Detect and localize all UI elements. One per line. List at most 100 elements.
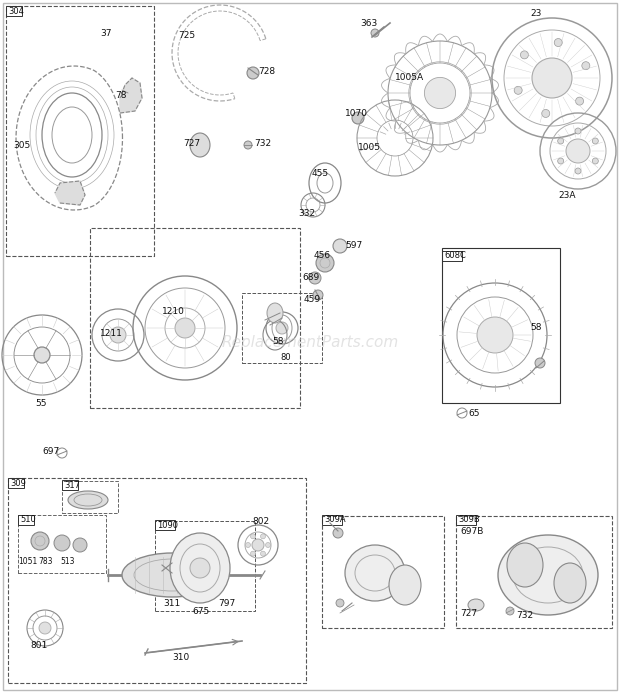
Text: 697: 697 (42, 446, 60, 455)
Text: 597: 597 (345, 240, 362, 249)
Text: 80: 80 (280, 353, 291, 362)
Text: 727: 727 (183, 139, 200, 148)
Circle shape (265, 543, 270, 547)
Circle shape (333, 528, 343, 538)
Circle shape (54, 535, 70, 551)
Circle shape (477, 317, 513, 353)
Text: 311: 311 (163, 599, 180, 608)
Circle shape (520, 51, 528, 59)
Text: 309B: 309B (458, 516, 480, 525)
Circle shape (592, 158, 598, 164)
Circle shape (554, 39, 562, 46)
Bar (322, 515, 342, 525)
Circle shape (250, 551, 255, 556)
Text: 675: 675 (192, 606, 210, 615)
Text: 309A: 309A (324, 516, 345, 525)
Circle shape (425, 78, 456, 109)
Circle shape (532, 58, 572, 98)
Text: 1005: 1005 (358, 143, 381, 152)
Text: 58: 58 (272, 337, 283, 346)
Bar (155, 521, 255, 611)
Circle shape (31, 532, 49, 550)
Circle shape (333, 239, 347, 253)
Circle shape (557, 158, 564, 164)
Ellipse shape (190, 133, 210, 157)
Circle shape (309, 272, 321, 284)
Circle shape (260, 534, 265, 539)
Bar (62, 481, 118, 513)
Circle shape (582, 62, 590, 70)
Polygon shape (120, 78, 142, 113)
Text: 459: 459 (304, 295, 321, 304)
Bar (442, 251, 462, 261)
Circle shape (247, 67, 259, 79)
Text: 725: 725 (178, 31, 195, 40)
Bar (6, 6, 22, 16)
Text: 1210: 1210 (162, 306, 185, 315)
Ellipse shape (170, 533, 230, 603)
Ellipse shape (468, 599, 484, 611)
Bar (456, 515, 476, 525)
Text: 727: 727 (460, 608, 477, 617)
Text: 317: 317 (64, 480, 80, 489)
Text: 732: 732 (254, 139, 271, 148)
Text: 78: 78 (115, 91, 126, 100)
Circle shape (34, 347, 50, 363)
Text: 455: 455 (312, 168, 329, 177)
Bar (322, 516, 444, 628)
Ellipse shape (68, 491, 108, 509)
Text: 310: 310 (172, 653, 189, 663)
Ellipse shape (507, 543, 543, 587)
Text: 1051: 1051 (18, 557, 37, 566)
Circle shape (244, 141, 252, 149)
Text: 1005A: 1005A (395, 73, 424, 82)
Bar (155, 520, 175, 530)
Text: 728: 728 (258, 67, 275, 76)
Bar (456, 516, 612, 628)
Circle shape (575, 97, 583, 105)
Ellipse shape (498, 535, 598, 615)
Ellipse shape (389, 565, 421, 605)
Text: 1070: 1070 (345, 109, 368, 118)
Text: 1211: 1211 (100, 328, 123, 337)
Bar (6, 6, 154, 256)
Text: 456: 456 (314, 250, 331, 259)
Circle shape (175, 318, 195, 338)
Text: 732: 732 (516, 611, 533, 620)
Text: 55: 55 (35, 398, 46, 407)
Text: 58: 58 (530, 324, 541, 333)
Circle shape (73, 538, 87, 552)
Text: 797: 797 (218, 599, 235, 608)
Text: ReplacementParts.com: ReplacementParts.com (221, 335, 399, 351)
Circle shape (425, 78, 455, 108)
Bar (62, 480, 78, 490)
Circle shape (110, 327, 126, 343)
Text: 363: 363 (360, 19, 377, 28)
Text: 23A: 23A (558, 191, 575, 200)
Text: 304: 304 (8, 6, 24, 15)
Circle shape (250, 534, 255, 539)
Text: 801: 801 (30, 640, 47, 649)
Text: 510: 510 (20, 516, 36, 525)
Ellipse shape (267, 303, 283, 323)
Circle shape (557, 138, 564, 144)
Circle shape (542, 109, 550, 117)
Bar (90, 228, 300, 408)
Bar (8, 478, 24, 488)
Text: 802: 802 (252, 516, 269, 525)
Text: 37: 37 (100, 28, 112, 37)
Ellipse shape (554, 563, 586, 603)
Text: 65: 65 (468, 408, 479, 417)
Circle shape (190, 558, 210, 578)
Text: 513: 513 (60, 557, 74, 566)
Circle shape (352, 112, 364, 124)
Circle shape (336, 599, 344, 607)
Circle shape (252, 539, 264, 551)
Text: 309: 309 (10, 478, 26, 487)
Ellipse shape (345, 545, 405, 601)
Circle shape (371, 29, 379, 37)
Text: 689: 689 (302, 274, 319, 283)
Circle shape (39, 622, 51, 634)
Circle shape (260, 551, 265, 556)
Circle shape (506, 607, 514, 615)
